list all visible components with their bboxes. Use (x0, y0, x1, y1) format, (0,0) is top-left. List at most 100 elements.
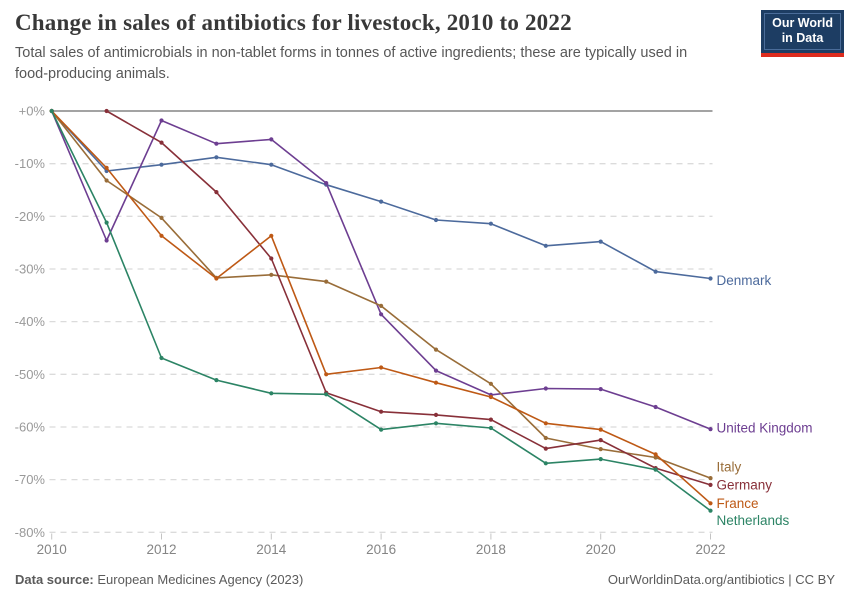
data-point (379, 303, 384, 308)
data-point (598, 427, 603, 432)
data-point (379, 365, 384, 370)
data-point (269, 137, 274, 142)
data-point (104, 108, 109, 114)
y-axis-tick-label: -30% (15, 261, 46, 276)
series-line-italy[interactable]: Italy (49, 108, 742, 481)
data-point (379, 427, 384, 432)
data-point (543, 243, 548, 248)
data-point (708, 476, 713, 481)
data-point (159, 162, 164, 167)
data-point (104, 220, 109, 225)
data-point (598, 457, 603, 462)
data-point (708, 508, 713, 513)
data-point (598, 239, 603, 244)
data-point (214, 276, 219, 281)
data-point (653, 467, 658, 472)
data-point (269, 256, 274, 261)
data-point (543, 435, 548, 441)
data-point (379, 409, 384, 414)
data-point (269, 233, 274, 238)
y-axis-tick-label: -70% (15, 472, 46, 487)
x-axis-tick-label: 2010 (37, 542, 67, 557)
data-point (488, 417, 493, 422)
data-point (159, 118, 164, 123)
data-point (324, 181, 329, 186)
data-point (379, 312, 384, 317)
entity-label-italy[interactable]: Italy (717, 460, 742, 475)
data-point (433, 217, 439, 223)
data-point (653, 452, 658, 457)
series-line-united-kingdom[interactable]: United Kingdom (49, 108, 813, 436)
data-point (598, 438, 603, 443)
data-point (159, 233, 164, 238)
line-path-united-kingdom (50, 110, 712, 430)
data-point (104, 178, 109, 183)
data-source-label: Data source: (15, 572, 94, 587)
data-point (214, 155, 219, 160)
data-point (488, 381, 493, 386)
data-point (543, 386, 548, 391)
y-axis-tick-label: -20% (15, 209, 46, 224)
data-point (104, 165, 109, 170)
y-axis-tick-label: -60% (15, 419, 46, 434)
data-point (214, 141, 219, 146)
series-line-germany[interactable]: Germany (104, 108, 773, 493)
data-point (324, 372, 329, 377)
data-point (543, 446, 548, 451)
data-point (49, 108, 54, 114)
x-axis-tick-label: 2016 (366, 542, 396, 557)
data-point (159, 215, 164, 220)
y-axis-tick-label: +0% (19, 104, 46, 119)
data-point (708, 427, 713, 432)
chart-title: Change in sales of antibiotics for lives… (15, 10, 572, 35)
owid-url-license-link[interactable]: OurWorldinData.org/antibiotics | CC BY (607, 572, 835, 587)
owid-logo[interactable]: Our World in Data (761, 10, 844, 57)
data-point (433, 347, 439, 352)
entity-label-germany[interactable]: Germany (717, 477, 773, 492)
owid-logo-line1: Our World (772, 16, 833, 30)
y-axis-tick-label: -80% (15, 525, 46, 540)
series-line-denmark[interactable]: Denmark (49, 108, 772, 288)
entity-label-denmark[interactable]: Denmark (717, 273, 772, 288)
data-point (708, 501, 713, 506)
data-point (159, 355, 164, 361)
chart-header: Change in sales of antibiotics for lives… (15, 10, 765, 85)
data-point (433, 412, 439, 417)
data-point (324, 279, 329, 284)
data-point (269, 162, 274, 167)
line-path-germany (105, 110, 712, 486)
entity-label-united-kingdom[interactable]: United Kingdom (717, 421, 813, 436)
data-point (653, 455, 658, 460)
x-axis-tick-label: 2022 (695, 542, 725, 557)
data-point (543, 461, 548, 466)
data-point (598, 447, 603, 452)
x-axis-tick-label: 2020 (586, 542, 616, 557)
owid-logo-text: Our World in Data (764, 13, 841, 50)
data-point (433, 368, 439, 373)
data-point (104, 238, 109, 243)
data-point (433, 380, 439, 385)
entity-label-france[interactable]: France (717, 496, 759, 511)
owid-logo-line2: in Data (781, 31, 824, 45)
series-line-netherlands[interactable]: Netherlands (49, 108, 790, 528)
data-point (214, 378, 219, 383)
data-point (488, 221, 493, 226)
chart-subtitle: Total sales of antimicrobials in non-tab… (15, 45, 688, 83)
x-axis-tick-label: 2012 (146, 542, 176, 557)
x-axis-tick-label: 2014 (256, 542, 287, 557)
data-point (543, 421, 548, 426)
data-point (598, 387, 603, 392)
entity-label-netherlands[interactable]: Netherlands (717, 513, 790, 528)
data-source-value: European Medicines Agency (2023) (97, 572, 304, 587)
y-axis-tick-label: -50% (15, 367, 46, 382)
data-point (269, 272, 274, 277)
data-point (653, 269, 658, 274)
data-point (488, 394, 493, 400)
series-line-france[interactable]: France (49, 108, 759, 511)
data-point (708, 276, 713, 281)
data-point (708, 482, 713, 487)
data-point (159, 140, 164, 145)
chart-footer: Data source: European Medicines Agency (… (15, 572, 835, 587)
